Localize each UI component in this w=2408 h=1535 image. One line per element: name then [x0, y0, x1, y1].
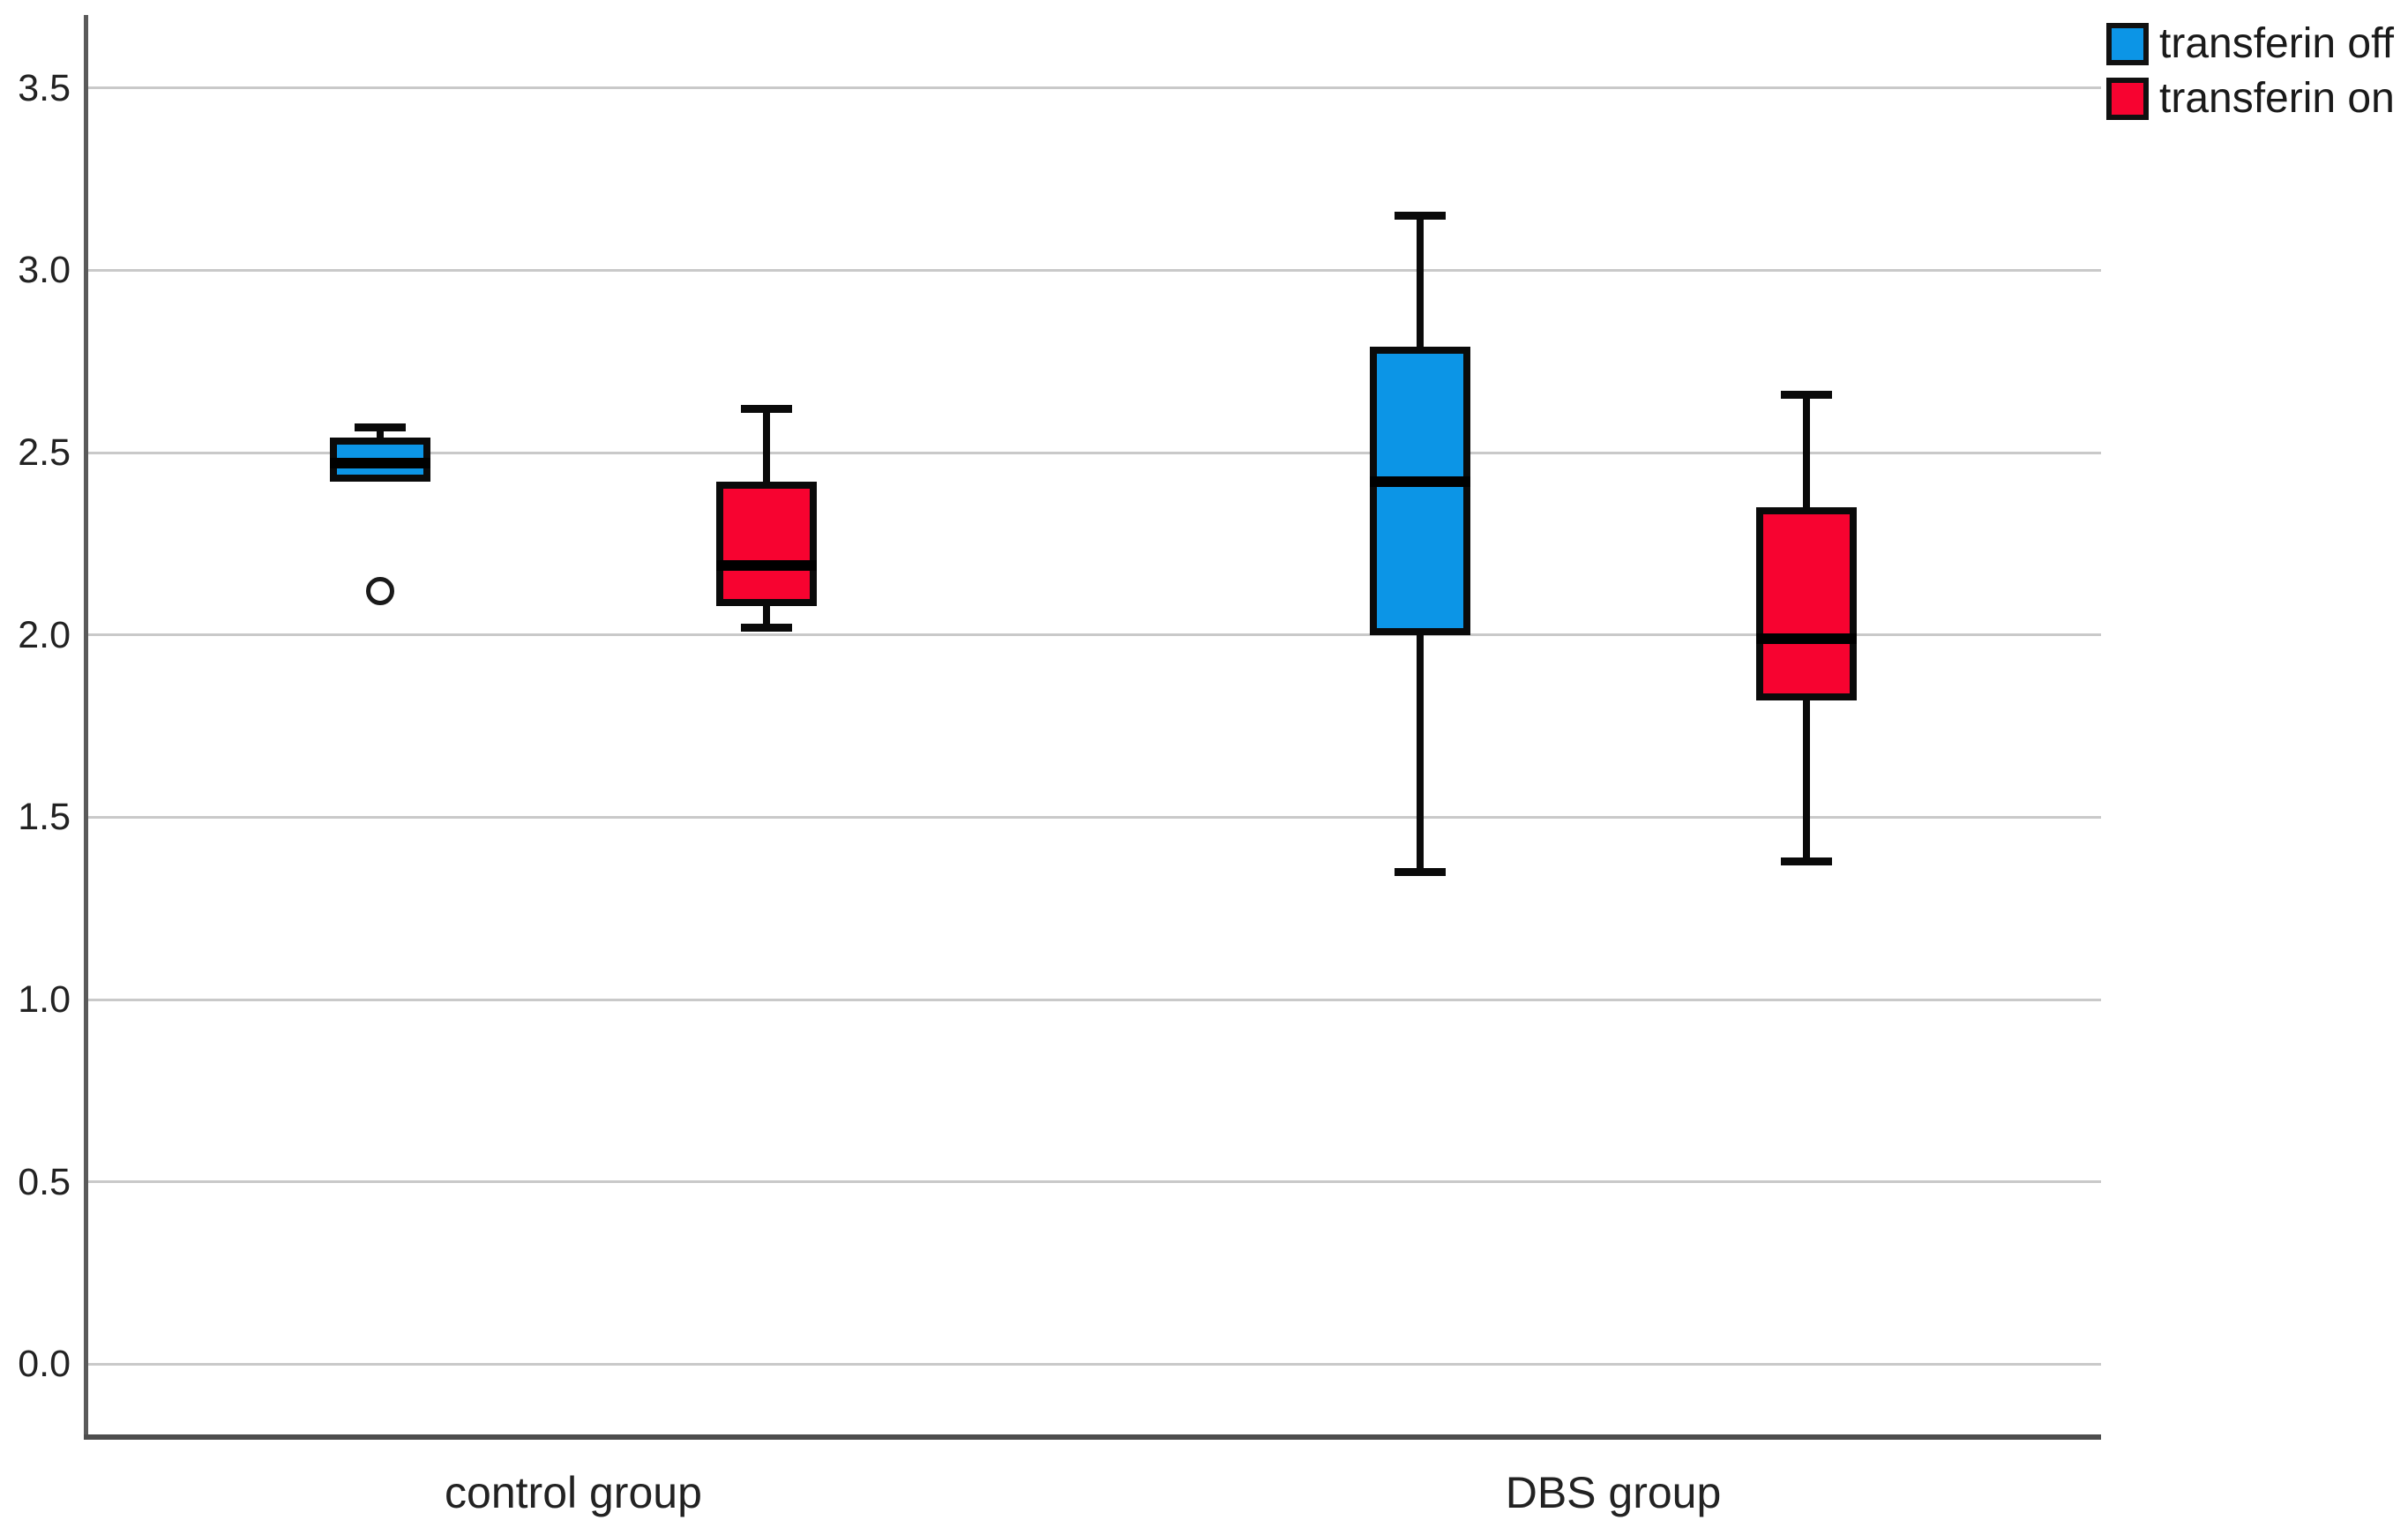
legend-swatch-transferin-on — [2106, 78, 2149, 120]
whisker-bottom-transferin-off-dbs-group — [1417, 634, 1425, 872]
legend-label-transferin-off: transferin off — [2159, 20, 2394, 67]
median-transferin-off-control-group — [329, 458, 430, 469]
legend-item-transferin-on: transferin on — [2106, 78, 2395, 120]
box-transferin-on-dbs-group — [1756, 507, 1858, 701]
box-transferin-on-control-group — [715, 482, 817, 606]
median-transferin-off-dbs-group — [1370, 476, 1471, 488]
whisker-top-transferin-off-control-group — [376, 427, 384, 438]
whisker-bottom-transferin-on-dbs-group — [1803, 700, 1811, 861]
legend-item-transferin-off: transferin off — [2106, 23, 2395, 65]
y-tick-label-3.5: 3.5 — [18, 66, 71, 109]
outlier-transferin-off-control-group-0 — [365, 577, 394, 606]
y-tick-label-1.5: 1.5 — [18, 796, 71, 839]
whisker-top-transferin-on-dbs-group — [1803, 393, 1811, 507]
y-tick-label-1.0: 1.0 — [18, 978, 71, 1021]
whisker-cap-bottom-transferin-on-control-group — [740, 624, 792, 633]
gridline-1.0 — [86, 998, 2101, 1001]
whisker-cap-top-transferin-off-dbs-group — [1395, 212, 1447, 221]
gridline-2.0 — [86, 633, 2101, 637]
y-tick-label-0.5: 0.5 — [18, 1160, 71, 1203]
legend-label-transferin-on: transferin on — [2159, 75, 2395, 122]
box-transferin-off-dbs-group — [1370, 347, 1471, 635]
whisker-cap-top-transferin-on-control-group — [740, 405, 792, 414]
y-axis-line — [84, 15, 88, 1437]
whisker-top-transferin-off-dbs-group — [1417, 215, 1425, 348]
x-axis-line — [84, 1434, 2101, 1440]
gridline-0.5 — [86, 1180, 2101, 1184]
gridline-3.5 — [86, 86, 2101, 90]
whisker-cap-bottom-transferin-off-dbs-group — [1395, 868, 1447, 877]
whisker-top-transferin-on-control-group — [762, 408, 770, 483]
legend-swatch-transferin-off — [2106, 23, 2149, 65]
y-tick-label-3.0: 3.0 — [18, 249, 71, 292]
whisker-cap-top-transferin-on-dbs-group — [1781, 390, 1833, 399]
median-transferin-on-control-group — [715, 560, 817, 572]
whisker-cap-bottom-transferin-on-dbs-group — [1781, 857, 1833, 865]
gridline-0.0 — [86, 1362, 2101, 1366]
median-transferin-on-dbs-group — [1756, 633, 1858, 644]
gridline-3.0 — [86, 268, 2101, 272]
whisker-bottom-transferin-on-control-group — [762, 605, 770, 628]
legend: transferin off transferin on — [2106, 23, 2395, 132]
gridline-1.5 — [86, 815, 2101, 819]
y-tick-label-2.5: 2.5 — [18, 431, 71, 474]
y-tick-label-2.0: 2.0 — [18, 613, 71, 656]
x-category-label-dbs-group: DBS group — [1505, 1468, 1722, 1517]
gridline-2.5 — [86, 451, 2101, 454]
x-category-label-control-group: control group — [445, 1468, 702, 1517]
y-tick-label-0.0: 0.0 — [18, 1343, 71, 1386]
whisker-cap-top-transferin-off-control-group — [354, 423, 406, 432]
